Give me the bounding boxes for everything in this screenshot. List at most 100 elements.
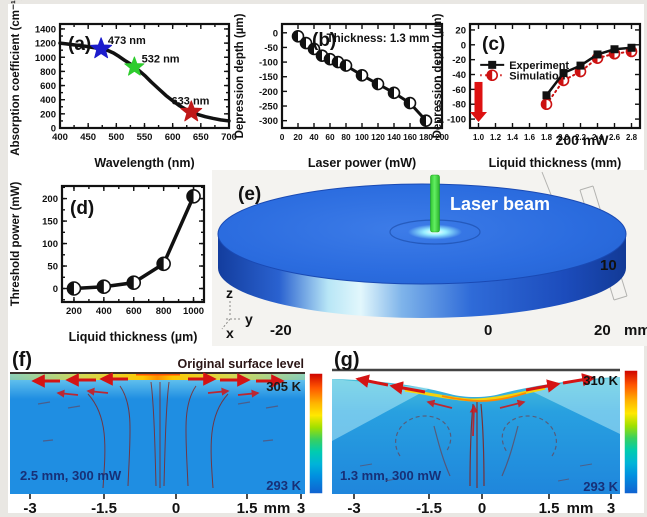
svg-text:100: 100 — [42, 239, 58, 250]
unit-mm: mm — [624, 322, 647, 339]
chart-threshold-vs-thickness: 200 400 600 800 1000 0 50 100 150 200 Liquid thick… — [10, 182, 206, 344]
panel-g-label: (g) — [334, 349, 360, 371]
tick-label: 3 — [297, 500, 305, 517]
svg-text:0: 0 — [51, 124, 56, 135]
axis-x-label: x — [226, 325, 234, 341]
svg-text:Liquid thickness (mm): Liquid thickness (mm) — [489, 156, 622, 170]
svg-text:180: 180 — [419, 132, 433, 142]
disk-3d-scene: (e) Laser beam z y x -20 0 20 mm 10 — [217, 171, 647, 341]
laser-beam — [430, 174, 440, 233]
svg-text:2.0: 2.0 — [558, 133, 570, 142]
svg-text:2.6: 2.6 — [609, 133, 621, 142]
svg-text:550: 550 — [137, 132, 153, 143]
heatmap-flat-surface: (f) Original surface level 305 K 2.5 mm,… — [10, 349, 324, 517]
svg-text:2.4: 2.4 — [592, 133, 604, 142]
svg-text:600: 600 — [165, 132, 181, 143]
panel-e-label: (e) — [238, 184, 261, 205]
svg-text:200 mW: 200 mW — [556, 132, 610, 148]
svg-text:1000: 1000 — [35, 53, 56, 64]
temp-min-label: 293 K — [266, 478, 301, 493]
heatmap-depressed-surface: (g) 310 K 1.3 mm, 300 mW 293 K -3 -1.5 0… — [332, 349, 639, 517]
svg-text:700: 700 — [221, 132, 237, 143]
svg-text:-100: -100 — [447, 115, 466, 126]
svg-text:2.8: 2.8 — [626, 133, 638, 142]
svg-text:150: 150 — [42, 217, 58, 228]
svg-text:Absorption coefficient (cm⁻¹): Absorption coefficient (cm⁻¹) — [10, 0, 22, 156]
svg-text:1.8: 1.8 — [541, 133, 553, 142]
svg-text:800: 800 — [156, 306, 172, 317]
svg-text:Simulation: Simulation — [509, 70, 566, 82]
colorbar — [623, 369, 639, 495]
svg-text:Experiment: Experiment — [509, 60, 569, 72]
svg-text:-80: -80 — [452, 100, 466, 111]
svg-text:160: 160 — [403, 132, 417, 142]
tick-label: 0 — [172, 500, 180, 517]
svg-text:200: 200 — [66, 306, 82, 317]
tick-label: -1.5 — [416, 500, 442, 517]
svg-text:200: 200 — [435, 132, 449, 142]
panel-f-label: (f) — [12, 349, 32, 371]
svg-text:1.4: 1.4 — [507, 133, 519, 142]
svg-text:1200: 1200 — [35, 39, 56, 50]
chart-depth-vs-power: 0 20 40 60 80 100 120 140 160 180 200 0 -50 -100 -150 -… — [234, 13, 449, 170]
svg-text:-40: -40 — [452, 70, 466, 81]
surface-flow-arrows — [31, 372, 285, 398]
svg-text:0: 0 — [461, 40, 466, 51]
svg-text:Threshold power (mW): Threshold power (mW) — [10, 182, 22, 307]
temp-min-label: 293 K — [583, 479, 618, 494]
svg-text:100: 100 — [355, 132, 369, 142]
axis-y-label: y — [245, 311, 253, 327]
svg-text:633 nm: 633 nm — [172, 95, 210, 107]
svg-text:650: 650 — [193, 132, 209, 143]
svg-text:1000: 1000 — [183, 306, 204, 317]
axis-z-label: z — [226, 285, 233, 301]
svg-text:600: 600 — [126, 306, 142, 317]
svg-text:400: 400 — [52, 132, 68, 143]
condition-label: 1.3 mm, 300 mW — [340, 468, 442, 483]
svg-text:1400: 1400 — [35, 24, 56, 35]
svg-text:(c): (c) — [482, 34, 505, 55]
chart-depth-vs-thickness: 1.0 1.2 1.4 1.6 1.8 2.0 2.2 2.4 2.6 2.8200-20-40-… — [432, 13, 642, 170]
svg-text:-60: -60 — [452, 85, 466, 96]
svg-text:0: 0 — [273, 28, 278, 39]
svg-text:20: 20 — [455, 25, 466, 36]
svg-text:400: 400 — [40, 95, 56, 106]
svg-text:(d): (d) — [70, 198, 94, 219]
svg-text:(b): (b) — [312, 30, 336, 51]
axis-triad — [221, 301, 241, 330]
svg-text:60: 60 — [325, 132, 335, 142]
tick-label: 1.5 — [237, 500, 258, 517]
chart-absorption-vs-wavelength: 400 450 500 550 600 650 700 0 200 400 600 800 1000 12… — [10, 0, 237, 170]
temp-max-label: 310 K — [583, 373, 618, 388]
svg-text:-150: -150 — [259, 72, 278, 83]
svg-text:Liquid thickness (µm): Liquid thickness (µm) — [69, 330, 198, 344]
svg-text:400: 400 — [96, 306, 112, 317]
tick-pos20: 20 — [594, 322, 611, 339]
svg-text:1.6: 1.6 — [524, 133, 536, 142]
unit-label: mm — [264, 500, 291, 517]
tick-zero: 0 — [484, 322, 492, 339]
svg-text:(a): (a) — [68, 34, 91, 55]
svg-text:-50: -50 — [264, 43, 278, 54]
liquid-body — [332, 377, 620, 494]
tick-label: 1.5 — [539, 500, 560, 517]
svg-text:-200: -200 — [259, 87, 278, 98]
svg-text:532 nm: 532 nm — [142, 54, 180, 66]
surface-flow-arrows — [355, 373, 596, 437]
tick-neg20: -20 — [270, 322, 292, 339]
svg-text:120: 120 — [371, 132, 385, 142]
svg-text:500: 500 — [108, 132, 124, 143]
colorbar — [308, 372, 324, 495]
svg-text:600: 600 — [40, 81, 56, 92]
tick-label: -3 — [23, 500, 36, 517]
svg-text:80: 80 — [341, 132, 351, 142]
svg-text:Thickness: 1.3 mm: Thickness: 1.3 mm — [327, 33, 430, 45]
svg-text:473 nm: 473 nm — [108, 35, 146, 47]
tick-label: 3 — [607, 500, 615, 517]
streamlines — [37, 381, 279, 489]
surface-level-label: Original surface level — [178, 357, 304, 371]
condition-label: 2.5 mm, 300 mW — [20, 468, 122, 483]
svg-text:Laser power (mW): Laser power (mW) — [308, 156, 416, 170]
svg-text:1.0: 1.0 — [473, 133, 485, 142]
